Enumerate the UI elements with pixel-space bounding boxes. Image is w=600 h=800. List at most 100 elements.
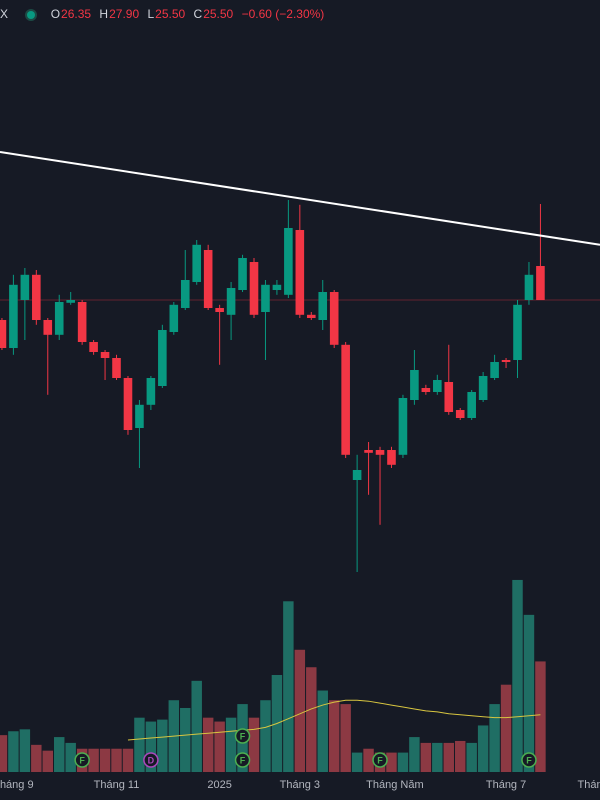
ohlc-value: 26.35 [61,7,92,21]
x-tick-label: Tháng 3 [280,779,320,791]
candle-body [169,304,179,332]
candle-body [100,352,110,358]
candle-body [20,274,30,300]
volume-ma-line [127,699,541,741]
volume-bar [111,748,122,772]
volume-bar [145,721,157,772]
volume-bar [214,721,225,772]
volume-bar [88,748,99,772]
volume-bar [466,742,477,772]
x-tick-label: 2025 [207,779,231,791]
volume-bar [454,740,466,772]
x-tick-label: Tháng 9 [578,779,600,791]
event-marker [521,752,537,768]
candle-body [524,274,534,300]
candle-body [261,284,270,312]
x-tick-label: Tháng 9 [0,779,34,791]
candle-body [54,302,64,335]
candle-body [203,250,213,308]
candle-body [123,378,133,430]
candle-body [158,330,167,386]
ohlc-value: 25.50 [203,7,234,21]
volume-bar [328,700,340,772]
legend: X O26.35 H27.90 L25.50 C25.50 −0.60 (−2.… [0,7,329,21]
candle-body [180,280,190,308]
candle-body [284,228,293,295]
event-label: F [240,732,246,742]
candle-body [398,398,408,455]
candle-body [249,262,259,315]
volume-bar [8,731,19,772]
candle-body [32,274,41,320]
candle-body [433,380,442,392]
volume-bar [489,704,500,772]
candle-body [375,450,385,455]
candle-body [89,342,98,352]
volume-bar [19,729,31,772]
volume-bar [317,690,328,772]
ohlc-label: C [193,7,203,21]
candle-body [478,376,488,400]
candle-body [410,370,419,400]
symbol-dot [27,10,36,19]
volume-bar [202,717,214,772]
volume-bar [294,649,306,772]
candle-body [272,284,282,290]
candle-body [306,314,316,318]
event-marker [234,728,251,744]
trendline [0,151,600,246]
ohlc-label: L [147,7,155,21]
candle-body [66,300,75,303]
volume-bar [180,707,191,772]
candle-body [112,358,121,378]
ohlc-value: 25.50 [155,7,186,21]
volume-bar [340,704,351,772]
ohlc-label: O [50,7,61,21]
candle-body [490,362,499,378]
volume-bar [420,742,432,772]
volume-bar [351,752,363,772]
candle-body [0,320,7,348]
volume-bar [443,742,454,772]
volume-bar [432,742,443,772]
candle-body [226,288,236,315]
candle-body [146,378,156,405]
volume-bar [225,717,237,772]
ohlc-value: 27.90 [109,7,140,21]
event-label: F [526,756,532,766]
ohlc-label: H [99,7,109,21]
x-tick-label: Tháng Năm [366,779,423,791]
candle-body [455,410,465,418]
volume-bar [363,748,374,772]
candle-body [513,304,522,360]
volume-bar [535,661,546,772]
event-marker [74,752,90,768]
volume-bar [122,748,134,772]
volume-bar [260,700,271,772]
volume-bar [306,667,317,772]
volume-bar [31,744,42,772]
change: −0.60 (−2.30%) [241,7,325,21]
candle-body [135,404,144,428]
event-label: F [79,756,85,766]
volume-bar [397,752,409,772]
event-marker [234,752,251,768]
event-marker [143,752,159,768]
candle-body [9,284,18,348]
volume-bar [409,737,420,772]
volume-bar [0,735,8,772]
symbol: X [0,7,9,21]
candle-body [192,244,202,282]
volume-bar [65,742,76,772]
candle-body [77,302,87,342]
event-label: F [240,756,246,766]
volume-bar [54,737,65,772]
candle-body [444,382,454,412]
event-marker [372,752,388,768]
candle-body [238,258,247,290]
candle-body [215,308,224,312]
x-tick-label: Tháng 7 [486,779,526,791]
volume-bar [42,750,54,772]
